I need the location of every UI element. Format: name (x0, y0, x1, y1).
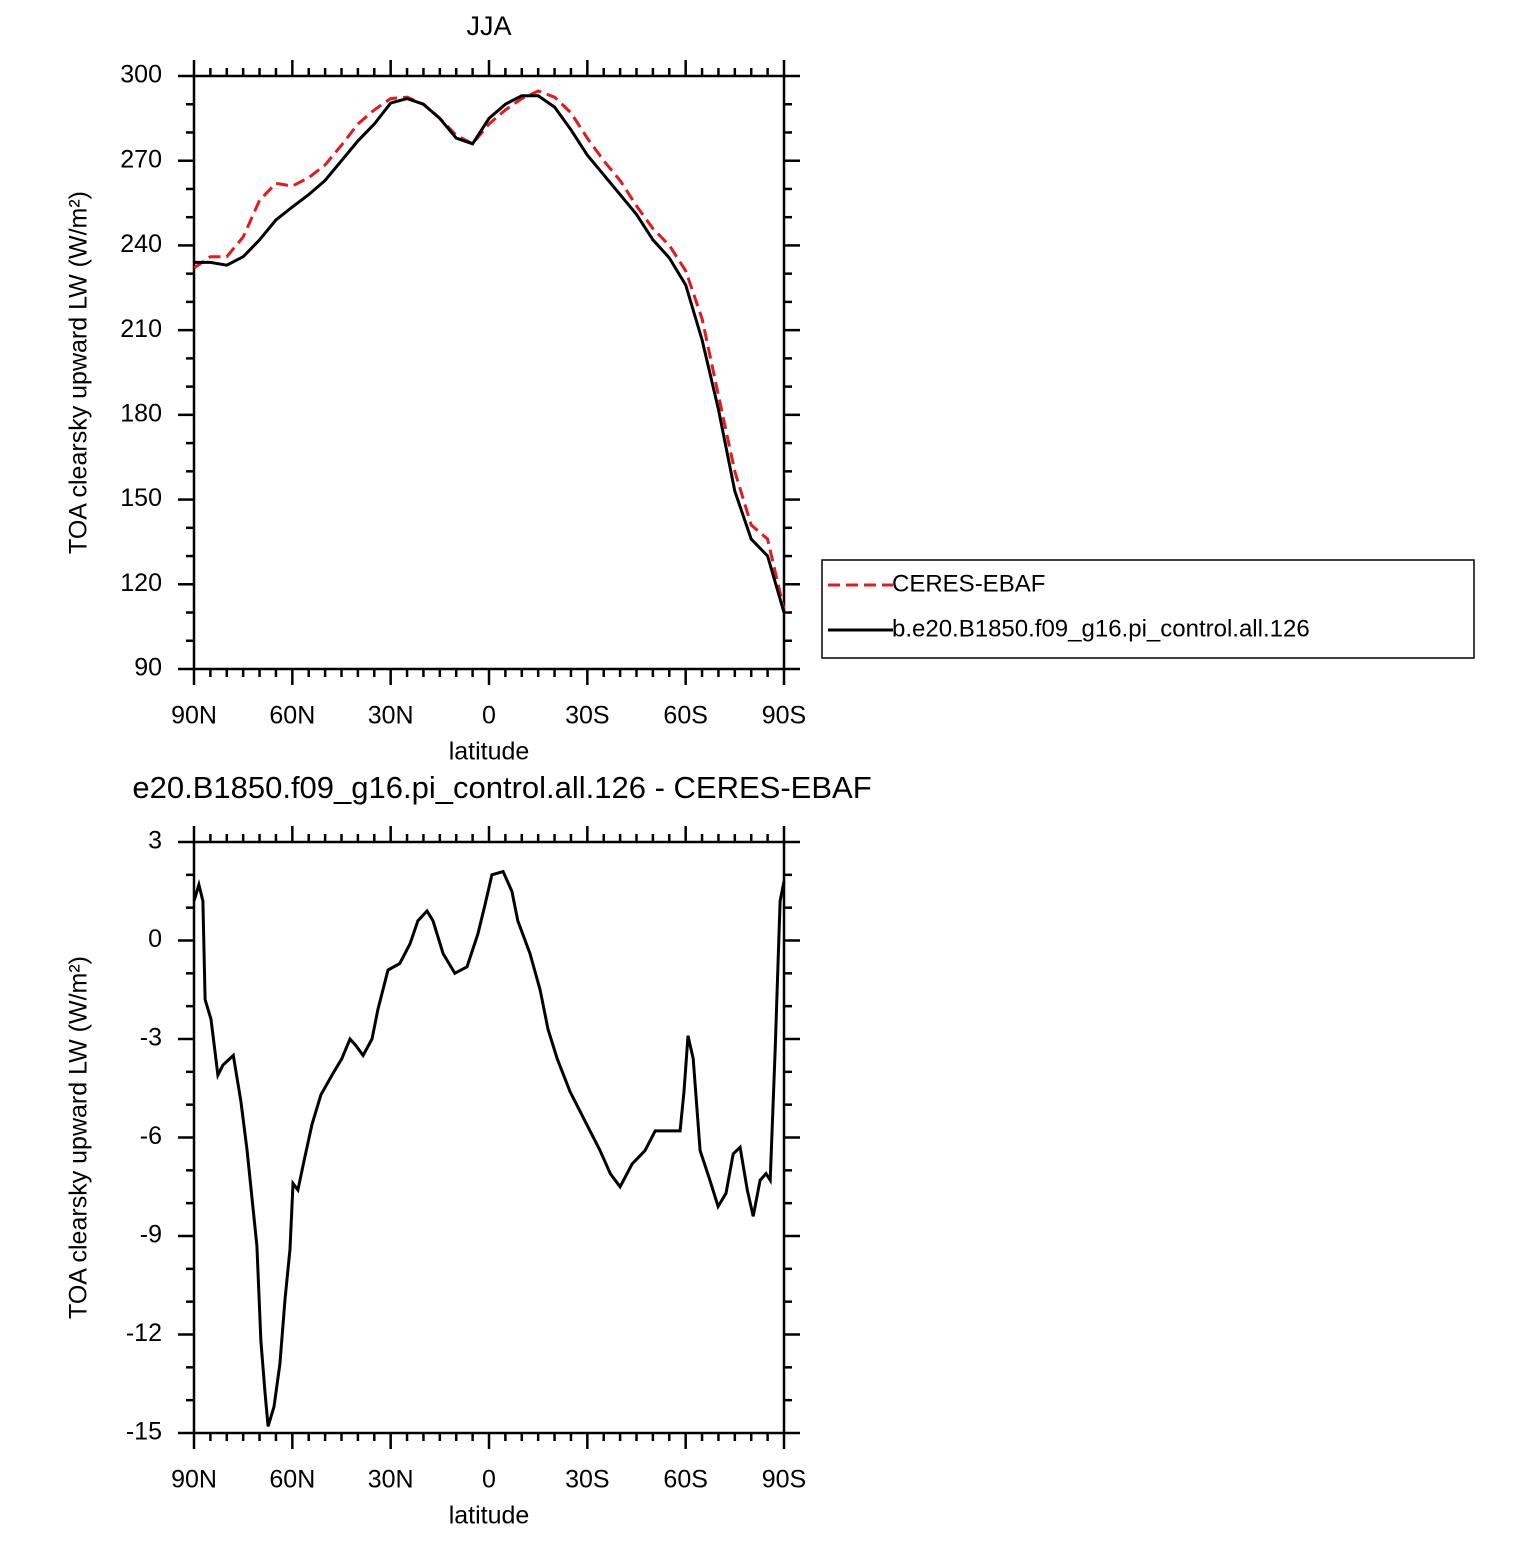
x-axis-label: latitude (449, 1502, 530, 1530)
y-tick-label: -12 (126, 1319, 162, 1347)
x-tick-label: 90S (762, 702, 806, 730)
x-tick-label: 30N (368, 702, 414, 730)
x-tick-label: 90S (762, 1466, 806, 1494)
x-tick-label: 90N (171, 702, 217, 730)
x-tick-label: 60N (269, 1466, 315, 1494)
x-tick-label: 60S (663, 702, 707, 730)
x-tick-label: 60S (663, 1466, 707, 1494)
y-tick-label: 240 (120, 230, 162, 258)
y-tick-label: -9 (140, 1221, 162, 1249)
data-line (194, 94, 786, 613)
x-tick-label: 60N (269, 702, 315, 730)
y-tick-label: 180 (120, 399, 162, 427)
y-tick-label: 300 (120, 61, 162, 89)
y-tick-label: -6 (140, 1122, 162, 1150)
y-tick-label: 120 (120, 569, 162, 597)
x-tick-label: 0 (482, 1466, 496, 1494)
legend-label: b.e20.B1850.f09_g16.pi_control.all.126 (892, 615, 1310, 642)
y-tick-label: 210 (120, 315, 162, 343)
y-tick-label: -15 (126, 1418, 162, 1446)
y-axis-label: TOA clearsky upward LW (W/m²) (65, 956, 93, 1319)
x-tick-label: 90N (171, 1466, 217, 1494)
plot-frame (192, 74, 786, 671)
x-tick-label: 30N (368, 1466, 414, 1494)
x-tick-label: 30S (565, 702, 609, 730)
y-tick-label: 90 (134, 654, 162, 682)
legend-label: CERES-EBAF (892, 570, 1045, 597)
chart-title: e20.B1850.f09_g16.pi_control.all.126 - C… (132, 770, 871, 805)
y-tick-label: 150 (120, 484, 162, 512)
data-line (192, 869, 786, 1427)
chart-title: JJA (466, 11, 511, 41)
x-tick-label: 0 (482, 702, 496, 730)
legend-box (821, 559, 1475, 659)
x-axis-label: latitude (449, 738, 530, 766)
x-tick-label: 30S (565, 1466, 609, 1494)
y-tick-label: -3 (140, 1024, 162, 1052)
data-line (193, 89, 786, 611)
y-tick-label: 270 (120, 145, 162, 173)
y-tick-label: 0 (148, 925, 162, 953)
y-tick-label: 3 (148, 827, 162, 855)
y-axis-label: TOA clearsky upward LW (W/m²) (65, 191, 93, 554)
